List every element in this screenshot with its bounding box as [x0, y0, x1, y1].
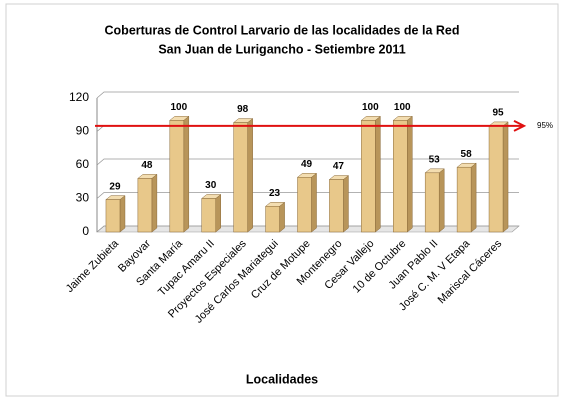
value-label: 58	[461, 149, 473, 160]
bar-side	[183, 115, 190, 233]
bar-side	[407, 115, 413, 233]
bar-side	[247, 118, 253, 233]
bar	[265, 206, 280, 233]
target-label: 95%	[537, 121, 553, 130]
bar-side	[119, 195, 126, 233]
bar-side	[470, 162, 477, 233]
bar	[393, 120, 408, 233]
bar-side	[279, 201, 285, 233]
y-tick-label: 60	[76, 157, 90, 171]
bar	[488, 125, 504, 233]
bar	[329, 179, 344, 233]
grid-line	[96, 91, 519, 99]
value-label: 100	[170, 102, 187, 113]
target-arrow	[513, 120, 527, 132]
grid-line	[96, 158, 519, 166]
bar-side	[151, 173, 158, 233]
value-label: 95	[492, 108, 504, 119]
value-label: 100	[362, 102, 379, 113]
bar	[424, 172, 440, 233]
value-label: 29	[109, 181, 121, 192]
bar	[137, 178, 153, 233]
value-label: 30	[205, 180, 217, 191]
y-tick-label: 90	[76, 124, 90, 138]
value-label: 100	[394, 102, 411, 113]
x-axis-label: Localidades	[246, 372, 318, 386]
y-tick-label: 30	[76, 191, 90, 205]
y-tick-label: 120	[69, 90, 89, 104]
bar-side	[343, 174, 349, 233]
value-label: 47	[333, 161, 345, 172]
bar	[361, 120, 376, 233]
value-label: 98	[237, 104, 249, 115]
y-tick-label: 0	[82, 224, 89, 238]
bar-side	[375, 115, 381, 233]
bar-side	[215, 193, 221, 233]
bar-side	[502, 121, 509, 233]
bar	[105, 199, 121, 233]
bar-side	[438, 168, 445, 233]
grid-line	[96, 225, 519, 233]
bar-side	[311, 172, 317, 233]
value-label: 49	[301, 159, 313, 170]
chart-title: Coberturas de Control Larvario de las lo…	[105, 23, 460, 37]
value-label: 48	[141, 160, 153, 171]
value-label: 23	[269, 188, 281, 199]
bar	[233, 122, 248, 233]
bar	[456, 166, 472, 233]
chart-subtitle: San Juan de Lurigancho - Setiembre 2011	[158, 42, 405, 56]
bar	[201, 198, 216, 233]
bar	[297, 177, 312, 233]
grid-line	[96, 192, 519, 199]
value-label: 53	[429, 154, 441, 165]
bar	[169, 120, 185, 233]
